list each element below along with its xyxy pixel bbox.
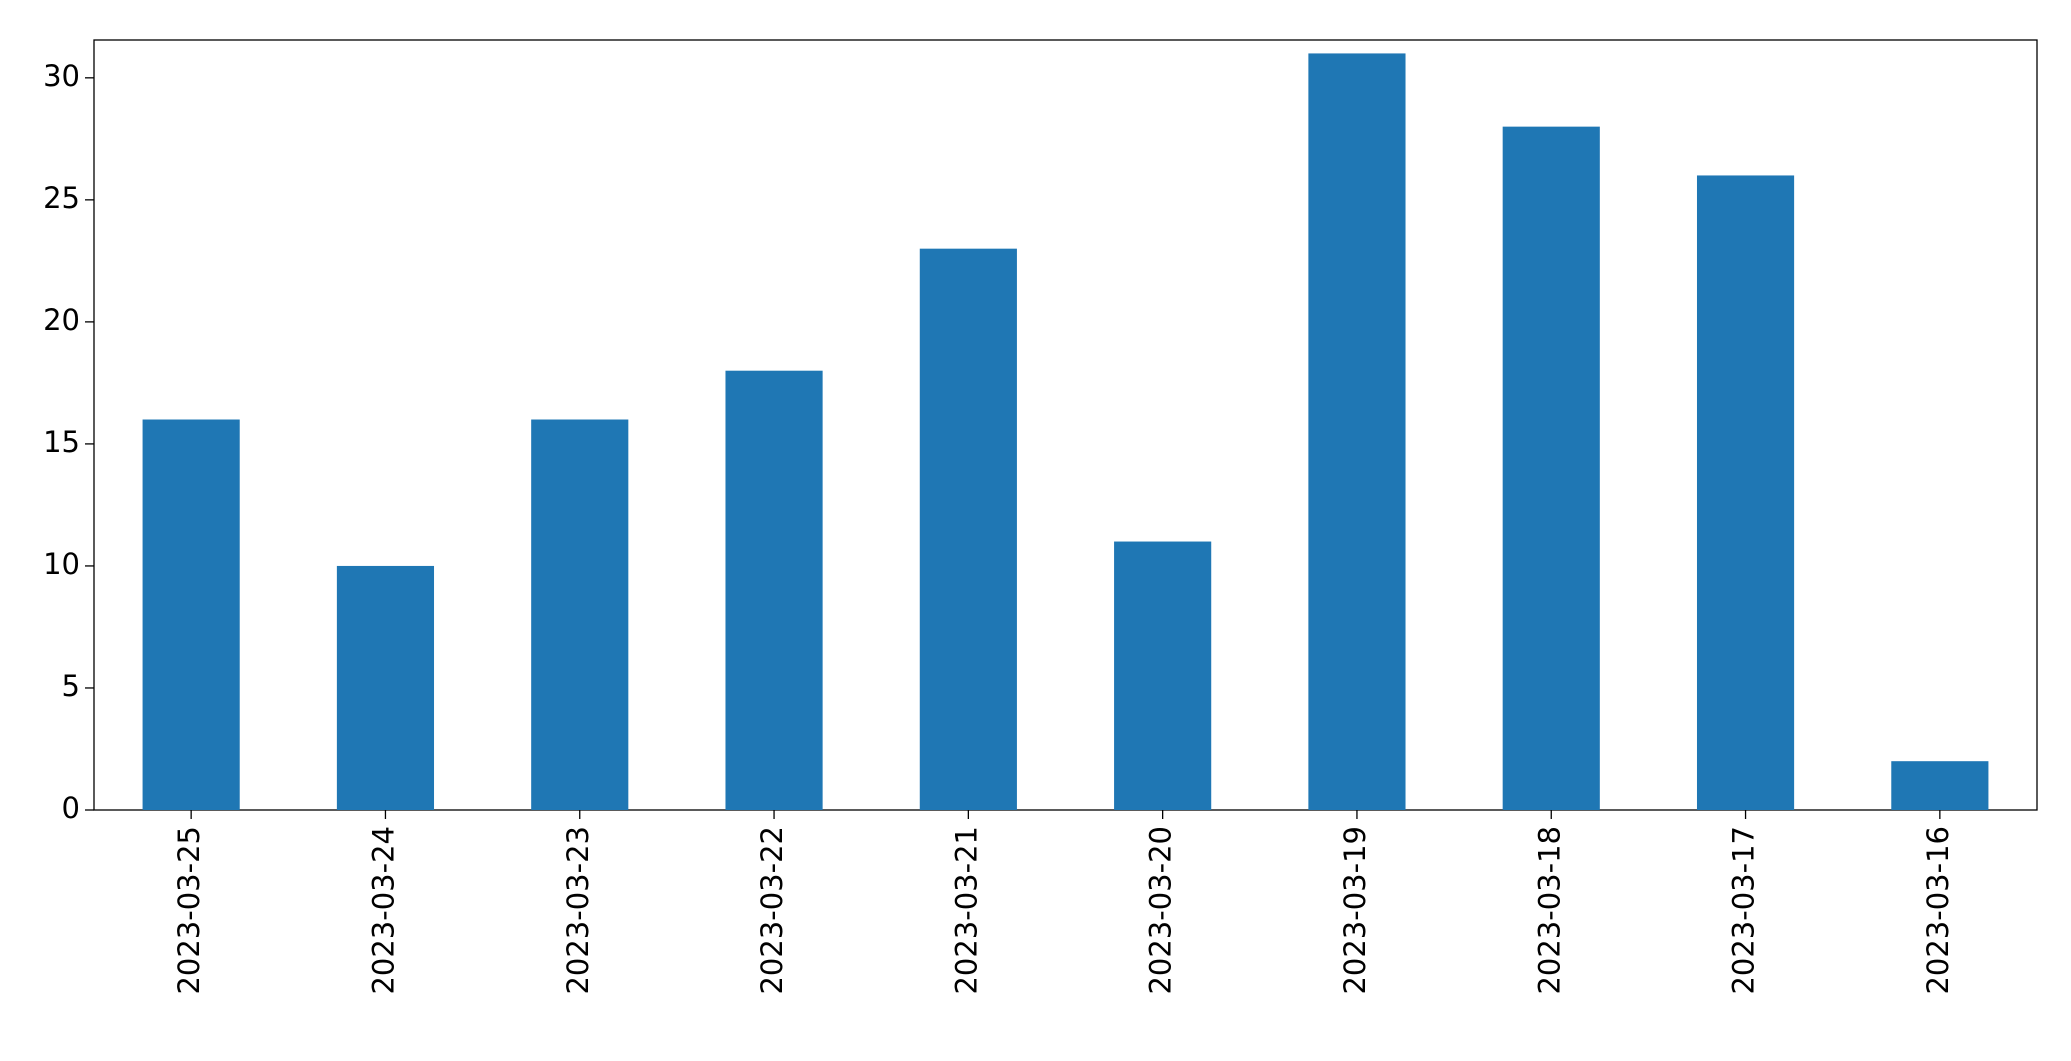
y-tick-label: 5 [62,669,80,703]
x-tick-label: 2023-03-24 [366,826,400,995]
y-tick-label: 15 [43,425,80,459]
bar [1308,53,1406,810]
bar [336,565,435,810]
bar [1891,761,1989,810]
x-tick-label: 2023-03-18 [1532,826,1566,995]
x-tick-label: 2023-03-19 [1338,826,1372,995]
bar [1114,541,1212,810]
x-tick-label: 2023-03-20 [1144,826,1178,995]
x-tick-label: 2023-03-17 [1727,826,1761,995]
bar [725,370,823,810]
x-tick-label: 2023-03-23 [561,826,595,995]
x-tick-label: 2023-03-16 [1921,826,1955,995]
plot-frame [93,39,2038,811]
x-tick-label: 2023-03-25 [172,826,206,995]
y-tick-label: 20 [43,303,80,337]
bar [919,248,1017,811]
x-tick-label: 2023-03-21 [949,826,983,995]
bar [1696,175,1795,810]
y-tick-label: 25 [43,181,80,215]
x-tick-label: 2023-03-22 [755,826,789,995]
y-tick-label: 0 [62,791,80,825]
bar [1502,126,1600,810]
bar [531,419,629,810]
y-tick-label: 30 [43,59,80,93]
y-tick-label: 10 [43,547,80,581]
bar [142,419,240,810]
